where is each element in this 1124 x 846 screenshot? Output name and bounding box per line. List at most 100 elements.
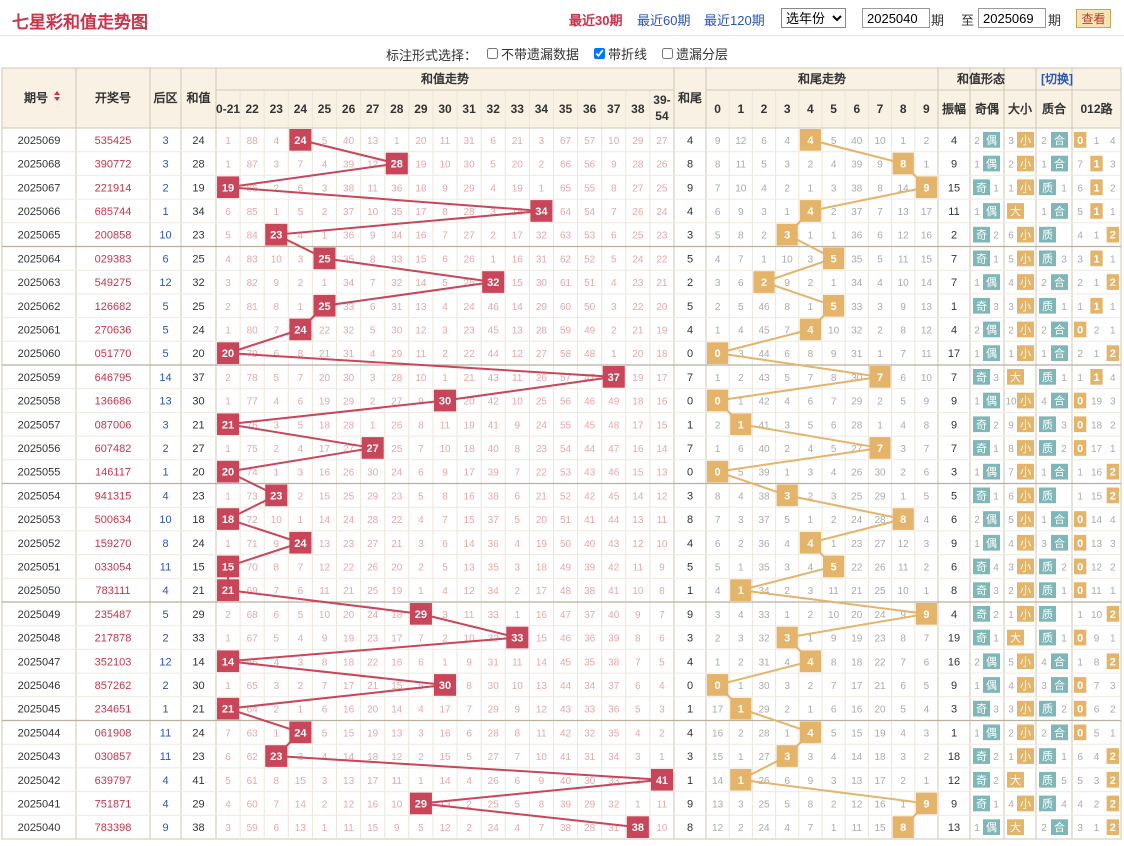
tail-miss: 1 [784,610,790,621]
period-cell: 2025045 [18,704,61,716]
sum-miss: 23 [391,491,403,502]
tail-miss: 2 [900,776,906,787]
prime-text: 合 [1054,725,1065,739]
sum-miss: 46 [488,302,500,313]
tail-miss: 5 [784,799,790,810]
sum-miss: 18 [464,444,476,455]
back-cell: 14 [159,372,171,384]
sum-miss: 32 [536,231,548,242]
option-no-miss[interactable]: 不带遗漏数据 [487,44,579,63]
sum-miss: 16 [656,397,668,408]
route-miss: 1 [1094,231,1100,242]
tail-miss: 6 [715,207,721,218]
tail-hit-ball [799,650,821,673]
period-cell: 2025061 [18,324,61,336]
prime-text: 合 [1054,322,1065,336]
size-text: 小 [1020,134,1031,147]
route-text: 2 [1110,277,1116,289]
tail-hit-ball [730,697,752,720]
switch-link[interactable]: [切换] [1041,71,1073,86]
sum-miss: 12 [343,799,355,810]
route-miss: 12 [1091,562,1103,573]
parity-miss: 1 [974,278,980,289]
parity-text: 奇 [976,181,987,194]
sum-miss: 43 [584,468,596,479]
size-badge [1007,369,1024,385]
from-period-input[interactable] [862,8,930,28]
option-miss-layer[interactable]: 遗漏分层 [662,44,728,63]
size-badge [1017,558,1034,575]
sum-miss: 15 [343,728,355,739]
sum-miss: 13 [512,325,524,336]
sum-cell: 14 [192,656,204,668]
sum-miss: 8 [322,657,328,668]
sum-miss: 4 [273,136,279,147]
sum-miss: 16 [464,491,476,502]
tail-miss: 1 [924,160,930,171]
size-badge [1017,132,1034,148]
parity-badge [983,653,1000,670]
tail-miss: 6 [715,539,721,550]
tail-miss: 6 [784,349,790,360]
header-sum-col: 37 [607,102,621,116]
route-text: 1 [1093,253,1099,265]
amplitude-cell: 9 [951,396,957,408]
sum-miss: 35 [584,657,596,668]
sum-miss: 9 [273,278,279,289]
tail-cell: 0 [687,467,693,479]
recent-120-link[interactable]: 最近120期 [704,13,765,28]
back-cell: 2 [162,182,168,194]
tail-miss: 18 [851,657,863,668]
sum-miss: 3 [322,776,328,787]
sum-miss: 15 [415,254,427,265]
size-miss: 5 [1008,515,1014,526]
tail-miss: 23 [851,539,863,550]
tail-miss: 13 [712,799,724,810]
period-cell: 2025059 [18,372,61,384]
option-polyline-checkbox[interactable] [594,48,605,59]
option-polyline[interactable]: 带折线 [594,44,647,63]
route-miss: 3 [1110,160,1116,171]
option-no-miss-checkbox[interactable] [487,48,498,59]
sum-miss: 24 [464,302,476,313]
sum-miss: 2 [298,278,304,289]
sum-miss: 10 [512,397,524,408]
sum-miss: 85 [247,207,259,218]
prime-text: 质 [1042,489,1053,502]
sum-miss: 8 [273,562,279,573]
prime-text: 合 [1054,678,1065,692]
tail-miss: 2 [784,705,790,716]
option-miss-layer-checkbox[interactable] [662,48,673,59]
tail-miss: 24 [758,823,770,834]
tail-miss: 22 [874,657,886,668]
sum-miss: 12 [656,491,668,502]
size-text: 小 [1020,323,1031,336]
year-select[interactable]: 选年份 [781,8,846,28]
sum-miss: 72 [247,515,259,526]
tail-cell: 1 [687,775,693,787]
parity-badge [973,771,990,788]
view-button[interactable]: 查看 [1076,9,1111,28]
sum-hit-ball [289,318,312,341]
back-cell: 5 [162,609,168,621]
sum-miss: 27 [536,349,548,360]
prime-badge [1039,179,1056,196]
sum-hit-ball [433,674,457,696]
size-text: 大 [1010,204,1021,218]
table-header-bg [2,68,1121,128]
recent-60-link[interactable]: 最近60期 [637,13,691,28]
sum-miss: 33 [608,776,620,787]
header-sum-col: 35 [559,102,573,116]
header-tail-col: 7 [877,102,884,116]
tail-miss: 2 [924,752,930,763]
to-period-input[interactable] [978,8,1046,28]
numbers-cell: 221914 [95,182,132,194]
route-badge [1074,392,1087,409]
recent-30-link[interactable]: 最近30期 [569,13,623,28]
sum-hit-ball [217,176,240,199]
sum-cell: 28 [192,159,204,171]
sum-miss: 12 [439,823,451,834]
sum-miss: 8 [635,634,641,645]
sum-miss: 45 [560,657,572,668]
tail-miss: 2 [738,728,744,739]
